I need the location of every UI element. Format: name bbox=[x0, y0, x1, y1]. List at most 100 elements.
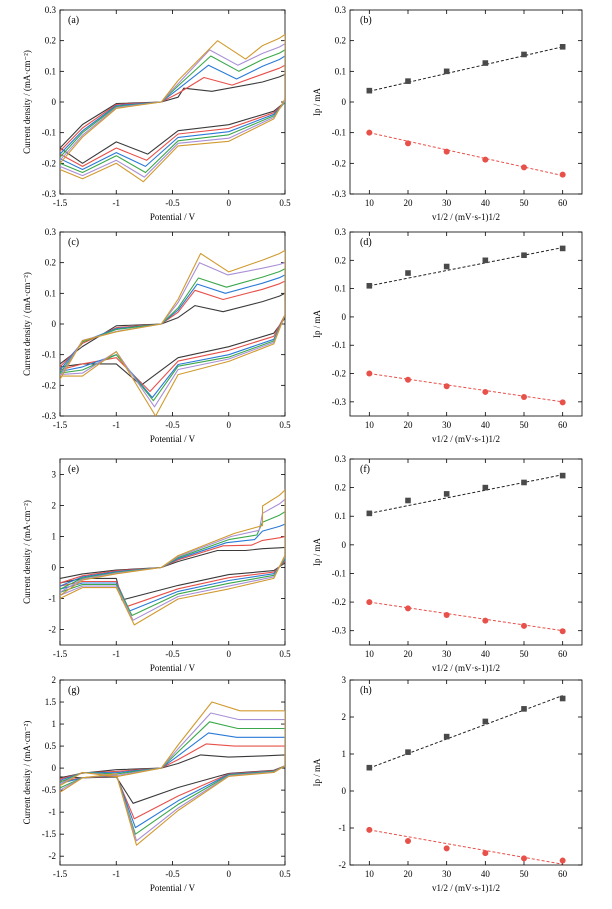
data-point-square bbox=[405, 270, 411, 276]
x-axis-label: Potential / V bbox=[150, 663, 196, 673]
cv-curve-4 bbox=[60, 268, 285, 402]
x-tick-label: 50 bbox=[520, 420, 530, 430]
x-tick-label: 50 bbox=[520, 649, 530, 659]
y-tick-label: 2 bbox=[52, 675, 57, 685]
fit-line bbox=[369, 132, 563, 177]
x-tick-label: 50 bbox=[520, 869, 530, 879]
y-tick-label: -0.1 bbox=[42, 128, 56, 138]
y-tick-label: -0.2 bbox=[332, 597, 346, 607]
data-point-square bbox=[405, 497, 411, 504]
x-tick-label: 60 bbox=[558, 649, 568, 659]
x-tick-label: 20 bbox=[404, 869, 414, 879]
y-tick-label: 1 bbox=[52, 532, 57, 542]
x-tick-label: 0.5 bbox=[279, 869, 291, 879]
y-tick-label: -0.2 bbox=[42, 380, 56, 390]
y-tick-label: 3 bbox=[52, 470, 57, 480]
y-tick-label: -2 bbox=[339, 860, 347, 870]
panel-label: (a) bbox=[68, 15, 79, 26]
y-tick-label: -2 bbox=[49, 851, 57, 861]
x-tick-label: -0.5 bbox=[165, 649, 180, 659]
data-point-square bbox=[559, 472, 566, 479]
y-tick-label: 0.1 bbox=[45, 288, 56, 298]
y-tick-label: -1 bbox=[339, 823, 347, 833]
data-point-circle bbox=[521, 855, 527, 862]
cv-curve-2 bbox=[60, 535, 285, 607]
cv-curve-3 bbox=[60, 523, 285, 612]
x-tick-label: 30 bbox=[442, 420, 452, 430]
x-axis-label: v1/2 / (mV·s-1)1/2 bbox=[432, 663, 500, 673]
y-tick-label: 0.2 bbox=[335, 36, 346, 46]
data-point-circle bbox=[366, 826, 373, 833]
y-tick-label: -0.5 bbox=[42, 785, 57, 795]
y-tick-label: -0.3 bbox=[332, 397, 347, 407]
cv-curves bbox=[60, 701, 285, 846]
y-tick-label: 0.5 bbox=[45, 741, 57, 751]
series-2 bbox=[366, 826, 566, 865]
x-tick-label: 30 bbox=[442, 198, 452, 208]
x-tick-label: 20 bbox=[404, 198, 414, 208]
panel-g: -1.5 -1 -0.5 0 0.5 -2 -1.5 -1 -0.5 0 0.5 1 1.5 2 (g) Po… bbox=[22, 675, 291, 893]
y-axis-label: Ip / mA bbox=[312, 758, 322, 786]
series-2 bbox=[366, 599, 566, 635]
cv-curve-6 bbox=[60, 249, 285, 416]
y-tick-label: -0.3 bbox=[42, 411, 57, 421]
x-tick-label: -1.5 bbox=[53, 649, 68, 659]
data-point-square bbox=[405, 749, 411, 755]
fit-line bbox=[369, 373, 563, 403]
panel-label: (h) bbox=[360, 685, 372, 696]
fit-line bbox=[369, 829, 563, 865]
data-point-square bbox=[521, 706, 527, 712]
data-point-square bbox=[443, 733, 450, 740]
x-tick-label: 20 bbox=[404, 420, 414, 430]
y-tick-label: 0.3 bbox=[45, 227, 57, 237]
cv-curve-6 bbox=[60, 701, 285, 846]
y-tick-label: -0.3 bbox=[332, 189, 347, 199]
data-point-square bbox=[405, 78, 411, 84]
panel-label: (f) bbox=[360, 464, 370, 475]
x-tick-label: 0.5 bbox=[279, 420, 291, 430]
data-point-square bbox=[366, 282, 373, 289]
y-tick-label: 1 bbox=[342, 749, 347, 759]
y-tick-label: 0.1 bbox=[335, 511, 346, 521]
x-tick-label: 60 bbox=[558, 198, 568, 208]
y-tick-label: 1.5 bbox=[45, 697, 57, 707]
data-point-square bbox=[482, 718, 489, 725]
data-point-square bbox=[366, 764, 373, 771]
x-tick-label: 40 bbox=[481, 869, 491, 879]
plot-frame bbox=[349, 458, 583, 646]
panel-label: (b) bbox=[360, 15, 372, 26]
y-tick-label: -0.3 bbox=[42, 189, 57, 199]
data-point-square bbox=[443, 491, 450, 497]
y-tick-label: 0 bbox=[52, 319, 57, 329]
x-tick-label: -0.5 bbox=[165, 420, 180, 430]
data-point-circle bbox=[366, 129, 373, 136]
cv-curve-6 bbox=[60, 33, 285, 183]
fit-line bbox=[369, 474, 563, 514]
data-point-square bbox=[559, 695, 566, 702]
data-point-square bbox=[521, 51, 527, 58]
data-point-square bbox=[482, 484, 489, 491]
cv-curves bbox=[60, 489, 285, 626]
cv-curve-6 bbox=[60, 489, 285, 626]
x-axis-label: v1/2 / (mV·s-1)1/2 bbox=[432, 212, 500, 222]
data-point-square bbox=[366, 510, 373, 517]
y-tick-label: -0.2 bbox=[42, 158, 56, 168]
plot-frame bbox=[349, 9, 583, 195]
series-1 bbox=[366, 44, 566, 94]
x-tick-label: -1 bbox=[113, 198, 121, 208]
panel-label: (c) bbox=[68, 237, 79, 248]
x-tick-label: 50 bbox=[520, 198, 530, 208]
cv-curve-4 bbox=[60, 49, 285, 174]
series-2 bbox=[366, 370, 566, 406]
panel-label: (e) bbox=[68, 464, 79, 475]
y-axis-label: Ip / mA bbox=[312, 538, 322, 566]
x-tick-label: 20 bbox=[404, 649, 414, 659]
x-tick-label: -1 bbox=[113, 869, 121, 879]
y-tick-label: 0.2 bbox=[45, 36, 56, 46]
x-tick-label: 10 bbox=[365, 420, 375, 430]
y-tick-label: 0.1 bbox=[335, 284, 346, 294]
cv-curve-5 bbox=[60, 43, 285, 178]
y-tick-label: 0 bbox=[342, 312, 347, 322]
data-point-square bbox=[559, 245, 566, 252]
